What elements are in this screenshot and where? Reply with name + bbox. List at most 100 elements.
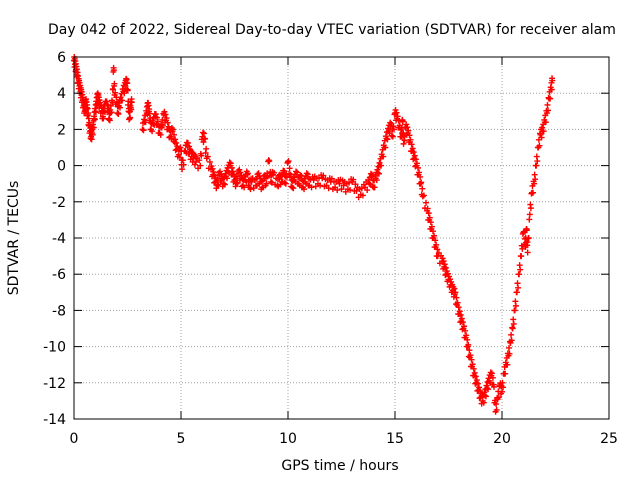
y-tick-label: 2 [57,122,66,138]
data-point [412,156,419,163]
data-point [489,374,496,381]
data-point [110,86,117,93]
data-point [286,165,293,172]
data-point [184,139,191,146]
data-point [353,187,360,194]
data-point [407,136,414,143]
data-point [399,118,406,125]
data-point [405,127,412,134]
data-point [149,128,156,135]
data-point [124,87,131,94]
data-point [233,180,240,187]
data-point [175,151,182,158]
y-tick-label: -12 [43,376,66,392]
data-point [196,157,203,164]
data-point [549,77,556,84]
data-point [163,115,170,122]
data-point [453,294,460,301]
y-axis-title: SDTVAR / TECUs [6,181,22,296]
data-point [153,114,160,121]
data-point [347,187,354,194]
data-point [197,162,204,169]
data-point [531,180,538,187]
data-point [100,115,107,122]
data-point [423,199,430,206]
data-point [424,205,431,212]
axis-ticks [73,56,610,420]
data-point [410,149,417,156]
data-point [470,365,477,372]
data-point [364,187,371,194]
data-point [419,193,426,200]
data-point [504,361,511,368]
data-point [208,163,215,170]
data-point [274,182,281,189]
data-point [221,181,228,188]
data-point [214,182,221,189]
data-point [461,323,468,330]
data-point [172,136,179,143]
data-point [506,350,513,357]
data-point [127,114,134,121]
grid [74,57,609,419]
data-point [466,347,473,354]
data-point [217,168,224,175]
data-point [128,106,135,113]
data-point [117,104,124,111]
data-point [465,341,472,348]
data-point [458,315,465,322]
data-point [384,136,391,143]
data-point [382,144,389,151]
data-point [213,185,220,192]
data-point [320,172,327,179]
data-point [263,180,270,187]
data-point [159,122,166,129]
data-points [71,54,556,415]
data-point [401,137,408,144]
data-point [524,239,531,246]
y-tick-label: -8 [52,303,66,319]
data-point [96,96,103,103]
data-point [540,128,547,135]
data-point [411,152,418,159]
data-point [345,179,352,186]
data-point [236,166,243,173]
data-point [509,325,516,332]
data-point [468,356,475,363]
data-point [209,165,216,172]
data-point [294,169,301,176]
data-point [524,249,531,256]
x-axis-title: GPS time / hours [281,458,398,474]
data-point [452,289,459,296]
data-point [537,131,544,138]
data-point [308,184,315,191]
data-point [477,387,484,394]
data-point [271,169,278,176]
y-tick-label: -10 [43,340,66,356]
data-point [229,168,236,175]
data-point [512,302,519,309]
x-tick-label: 20 [493,431,511,447]
data-point [454,299,461,306]
data-point [526,211,533,218]
data-point [527,205,534,212]
data-point [112,89,119,96]
data-point [462,327,469,334]
data-point [180,161,187,168]
data-point [358,185,365,192]
data-point [227,160,234,167]
data-point [108,109,115,116]
data-point [224,175,231,182]
data-point [268,179,275,186]
data-point [456,308,463,315]
data-point [244,170,251,177]
data-point [371,184,378,191]
data-point [455,304,462,311]
x-tick-label: 25 [600,431,618,447]
data-point [220,180,227,187]
data-point [420,192,427,199]
data-point [451,285,458,292]
data-point [281,179,288,186]
data-point [499,388,505,395]
data-point [513,289,520,296]
